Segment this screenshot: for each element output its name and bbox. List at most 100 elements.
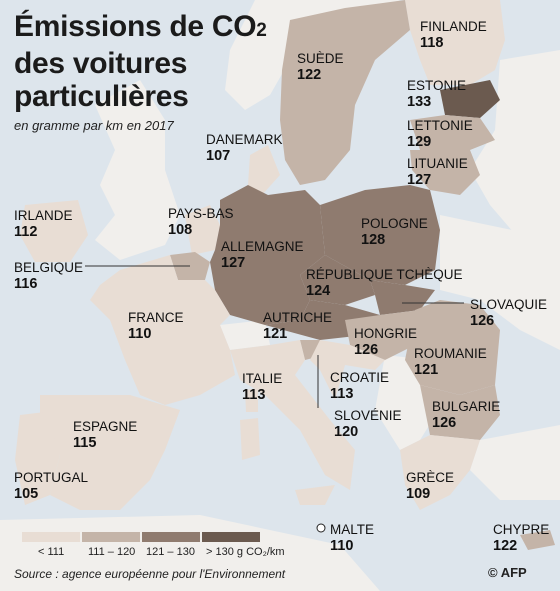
- greece-shape: [400, 435, 480, 510]
- country-name: LITUANIE: [407, 156, 468, 171]
- title-line-2: des voitures: [14, 47, 188, 80]
- label-lettonie: LETTONIE 129: [407, 117, 473, 151]
- country-name: BULGARIE: [432, 399, 501, 414]
- label-slovaquie: SLOVAQUIE 126: [470, 296, 547, 330]
- hungary-shape: [345, 310, 420, 360]
- legend-swatch-4: [202, 532, 260, 542]
- germany-shape: [210, 185, 325, 325]
- sicily-shape: [295, 485, 335, 505]
- map-title: Émissions de CO2 des voitures particuliè…: [14, 10, 267, 113]
- label-estonie: ESTONIE 133: [407, 77, 466, 111]
- country-name: ESPAGNE: [73, 419, 138, 434]
- slovakia-shape: [370, 280, 435, 315]
- country-value: 126: [470, 313, 495, 329]
- poland-shape: [320, 185, 440, 285]
- malta-marker: [316, 523, 326, 533]
- country-name: DANEMARK: [206, 132, 283, 147]
- label-italie: ITALIE 113: [242, 370, 282, 404]
- afp-credit: © AFP: [488, 565, 527, 580]
- country-value: 113: [242, 387, 266, 403]
- country-name: SLOVÉNIE: [334, 408, 402, 423]
- country-name: GRÈCE: [406, 470, 455, 485]
- country-value: 121: [414, 362, 439, 378]
- country-value: 109: [406, 486, 431, 502]
- legend-swatch-2: [82, 532, 140, 542]
- label-finlande: FINLANDE 118: [420, 18, 487, 52]
- sweden-shape: [280, 0, 410, 185]
- country-value: 113: [330, 386, 354, 402]
- country-value: 118: [420, 35, 444, 51]
- label-belgique: BELGIQUE 116: [14, 259, 83, 293]
- estonia-shape: [440, 80, 500, 118]
- spain-shape: [40, 395, 180, 510]
- country-value: 122: [297, 67, 322, 83]
- country-name: ALLEMAGNE: [221, 239, 304, 254]
- country-name: BELGIQUE: [14, 260, 84, 275]
- country-name: FINLANDE: [420, 19, 487, 34]
- source-note: Source : agence européenne pour l'Enviro…: [14, 567, 286, 581]
- country-name: PORTUGAL: [14, 470, 89, 485]
- country-name: AUTRICHE: [263, 310, 333, 325]
- country-name: IRLANDE: [14, 208, 73, 223]
- label-republique-tcheque: RÉPUBLIQUE TCHÈQUE 124: [306, 266, 463, 300]
- country-value: 107: [206, 148, 231, 164]
- legend-swatch-1: [22, 532, 80, 542]
- bulgaria-shape: [420, 385, 500, 440]
- country-value: 112: [14, 224, 38, 240]
- switzerland-land: [220, 320, 270, 350]
- sardinia-shape: [240, 418, 260, 460]
- country-value: 126: [354, 342, 379, 358]
- czech-shape: [300, 255, 375, 305]
- country-name: CROATIE: [330, 370, 390, 385]
- legend-label-3: 121 – 130: [146, 546, 195, 558]
- country-value: 110: [330, 538, 354, 554]
- legend-label-4: > 130 g CO₂/km: [206, 546, 285, 558]
- cyprus-shape: [520, 530, 555, 550]
- country-name: FRANCE: [128, 310, 184, 325]
- country-name: POLOGNE: [361, 216, 428, 231]
- label-espagne: ESPAGNE 115: [73, 418, 137, 452]
- country-value: 121: [263, 326, 288, 342]
- russia-belarus-land: [470, 50, 560, 260]
- france-shape: [90, 255, 235, 405]
- label-slovenie: SLOVÉNIE 120: [334, 407, 402, 441]
- legend-label-2: 111 – 120: [88, 546, 136, 558]
- label-bulgarie: BULGARIE 126: [432, 398, 500, 432]
- country-name: SLOVAQUIE: [470, 297, 548, 312]
- country-value: 122: [493, 538, 518, 554]
- legend-label-1: < 111: [38, 546, 65, 558]
- corsica-shape: [245, 388, 258, 412]
- ukraine-land: [440, 215, 560, 350]
- label-danemark: DANEMARK 107: [206, 131, 283, 165]
- country-value: 115: [73, 435, 97, 451]
- croatia-shape: [310, 340, 385, 400]
- label-grece: GRÈCE 109: [406, 469, 454, 503]
- country-name: ROUMANIE: [414, 346, 487, 361]
- label-roumanie: ROUMANIE 121: [414, 345, 487, 379]
- legend-swatch-3: [142, 532, 200, 542]
- ireland-shape: [20, 200, 88, 262]
- country-value: 120: [334, 424, 359, 440]
- country-value: 124: [306, 283, 331, 299]
- uk-land: [95, 80, 180, 260]
- lithuania-shape: [410, 150, 480, 195]
- country-name: LETTONIE: [407, 118, 473, 133]
- italy-shape: [230, 340, 355, 490]
- title-line-3: particulières: [14, 80, 189, 113]
- label-pays-bas: PAYS-BAS 108: [168, 205, 234, 239]
- country-name: ESTONIE: [407, 78, 467, 93]
- country-value: 129: [407, 134, 432, 150]
- label-chypre: CHYPRE 122: [493, 521, 549, 555]
- country-value: 110: [128, 326, 152, 342]
- country-name: SUÈDE: [297, 51, 344, 66]
- norway-land: [225, 0, 400, 110]
- label-suede: SUÈDE 122: [297, 50, 344, 84]
- label-pologne: POLOGNE 128: [361, 215, 428, 249]
- map-subtitle: en gramme par km en 2017: [14, 118, 174, 133]
- label-portugal: PORTUGAL 105: [14, 469, 88, 503]
- country-value: 116: [14, 276, 38, 292]
- label-allemagne: ALLEMAGNE 127: [221, 238, 304, 272]
- turkey-land: [470, 425, 560, 500]
- country-name: CHYPRE: [493, 522, 550, 537]
